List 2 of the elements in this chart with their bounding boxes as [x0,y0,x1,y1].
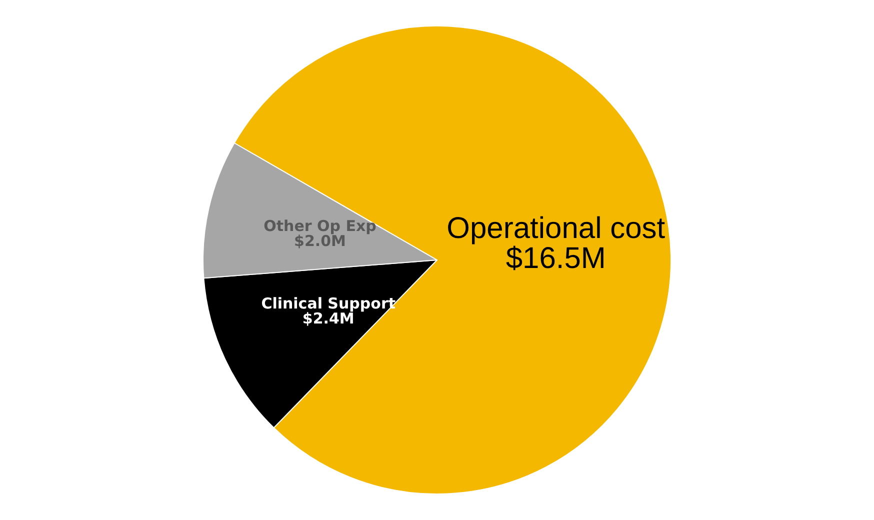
slice-label: Clinical Support [261,294,396,312]
slice-label: Other Op Exp [264,216,377,235]
